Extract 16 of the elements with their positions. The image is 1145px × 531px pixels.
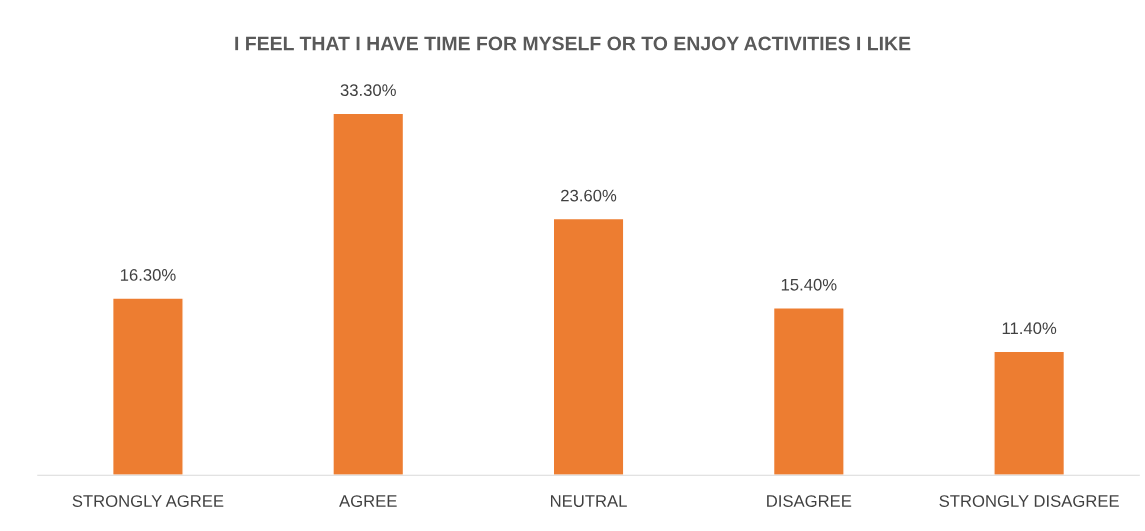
data-label: 11.40% — [1002, 322, 1057, 335]
x-tick-label: NEUTRAL — [551, 495, 627, 507]
x-tick-label: DISAGREE — [767, 495, 852, 507]
bar — [552, 217, 625, 476]
chart-title: I FEEL THAT I HAVE TIME FOR MYSELF OR TO ENJOY ACTIVITIES I LIKE — [235, 36, 911, 51]
data-label: 15.40% — [781, 278, 837, 291]
bar — [772, 307, 845, 476]
bar — [332, 112, 405, 476]
x-tick-label: STRONGLY DISAGREE — [939, 495, 1119, 507]
x-tick-label: STRONGLY AGREE — [72, 495, 224, 507]
data-label: 33.30% — [340, 84, 396, 97]
bar — [111, 297, 184, 476]
x-tick-label: AGREE — [339, 495, 397, 507]
data-label: 16.30% — [120, 269, 176, 281]
data-label: 23.60% — [561, 189, 617, 202]
bar — [993, 350, 1066, 476]
